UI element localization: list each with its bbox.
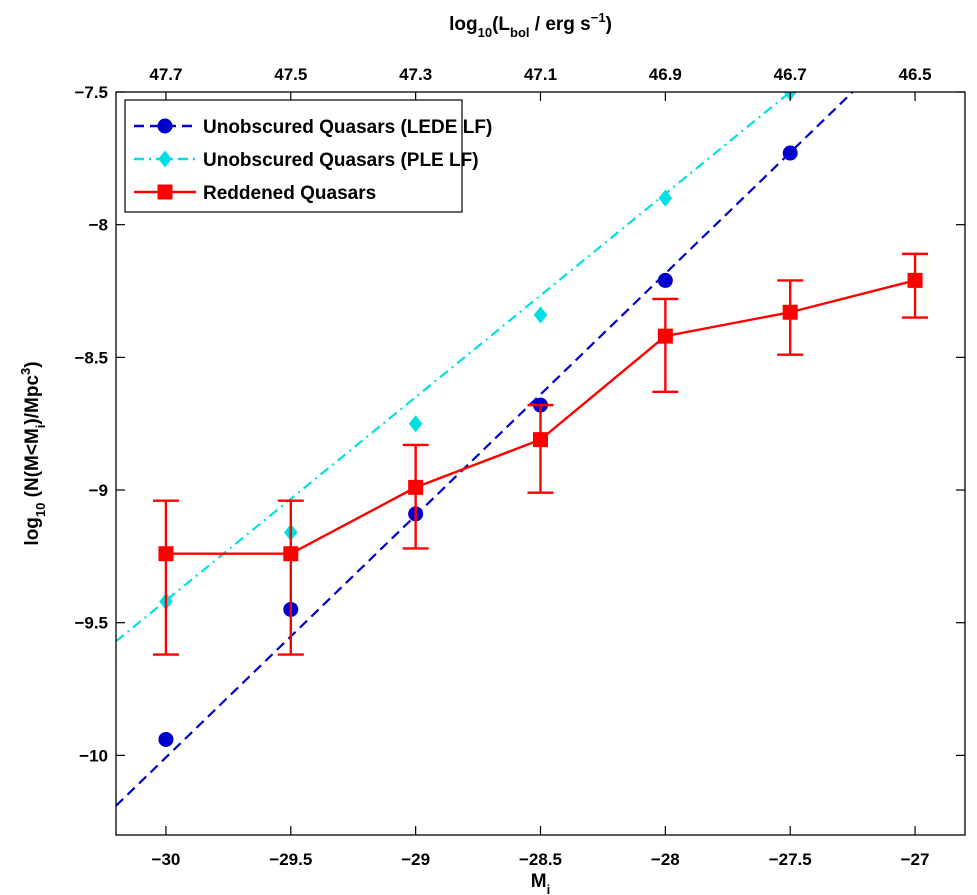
legend: Unobscured Quasars (LEDE LF) Unobscured Q… — [124, 99, 492, 213]
series-line — [116, 92, 791, 643]
error-bar — [527, 403, 554, 494]
error-bar — [152, 499, 179, 656]
error-bar — [402, 443, 429, 550]
y-axis-title-group: log10 (N(M<Mi)/Mpc3) — [18, 361, 48, 545]
x-tick-label: −27 — [901, 850, 930, 869]
data-point — [658, 189, 673, 207]
legend-marker — [157, 184, 173, 200]
top-x-axis-title: log10(Lbol / erg s−1) — [449, 10, 612, 40]
series-3 — [152, 252, 929, 656]
x-tick-label: −28.5 — [519, 850, 562, 869]
top-x-tick-label: 47.5 — [274, 65, 307, 84]
y-tick-label: −9 — [89, 481, 108, 500]
axis-labels: Mi log10(Lbol / erg s−1) log10 (N(M<Mi)/Mp… — [18, 10, 612, 895]
top-x-tick-label: 47.1 — [524, 65, 557, 84]
x-tick-label: −29.5 — [269, 850, 312, 869]
y-tick-label: −8.5 — [74, 348, 108, 367]
top-x-tick-label: 47.3 — [399, 65, 432, 84]
x-tick-label: −29 — [401, 850, 430, 869]
x-tick-label: −27.5 — [769, 850, 812, 869]
ticks: −30 −29.5 −29 −28.5 −28 −27.5 −27 47.7 47.5 47.3 4… — [74, 65, 965, 869]
top-x-tick-label: 46.9 — [649, 65, 682, 84]
data-point — [408, 415, 423, 433]
data-point — [158, 731, 174, 747]
legend-label: Unobscured Quasars (LEDE LF) — [203, 117, 492, 138]
y-axis-title: log10 (N(M<Mi)/Mpc3) — [18, 361, 48, 545]
legend-label: Reddened Quasars — [203, 183, 376, 204]
legend-entry: Reddened Quasars — [134, 183, 376, 204]
y-tick-label: −7.5 — [74, 83, 108, 102]
data-point — [782, 304, 798, 320]
top-x-tick-label: 46.7 — [774, 65, 807, 84]
data-point — [782, 145, 798, 161]
x-tick-label: −28 — [651, 850, 680, 869]
legend-entry: Unobscured Quasars (PLE LF) — [134, 150, 479, 171]
plot-area — [116, 92, 929, 807]
data-point — [657, 272, 673, 288]
series-line — [116, 92, 854, 807]
error-bar — [652, 297, 679, 394]
data-point — [657, 328, 673, 344]
x-axis-title: Mi — [531, 871, 550, 895]
legend-box — [124, 99, 463, 213]
y-tick-label: −8 — [89, 216, 108, 235]
top-x-tick-label: 47.7 — [149, 65, 182, 84]
data-point — [158, 546, 174, 562]
y-tick-label: −10 — [79, 746, 108, 765]
legend-marker — [157, 118, 173, 134]
legend-marker — [158, 150, 172, 168]
series-1 — [116, 92, 854, 807]
error-bar — [277, 499, 304, 656]
legend-label: Unobscured Quasars (PLE LF) — [203, 150, 479, 171]
legend-entry: Unobscured Quasars (LEDE LF) — [134, 117, 492, 138]
data-point — [408, 479, 424, 495]
y-tick-label: −9.5 — [74, 614, 108, 633]
top-x-tick-label: 46.5 — [899, 65, 932, 84]
data-point — [533, 432, 548, 448]
data-point — [283, 546, 299, 562]
data-point — [907, 272, 923, 288]
x-tick-label: −30 — [152, 850, 181, 869]
data-point — [533, 306, 548, 324]
